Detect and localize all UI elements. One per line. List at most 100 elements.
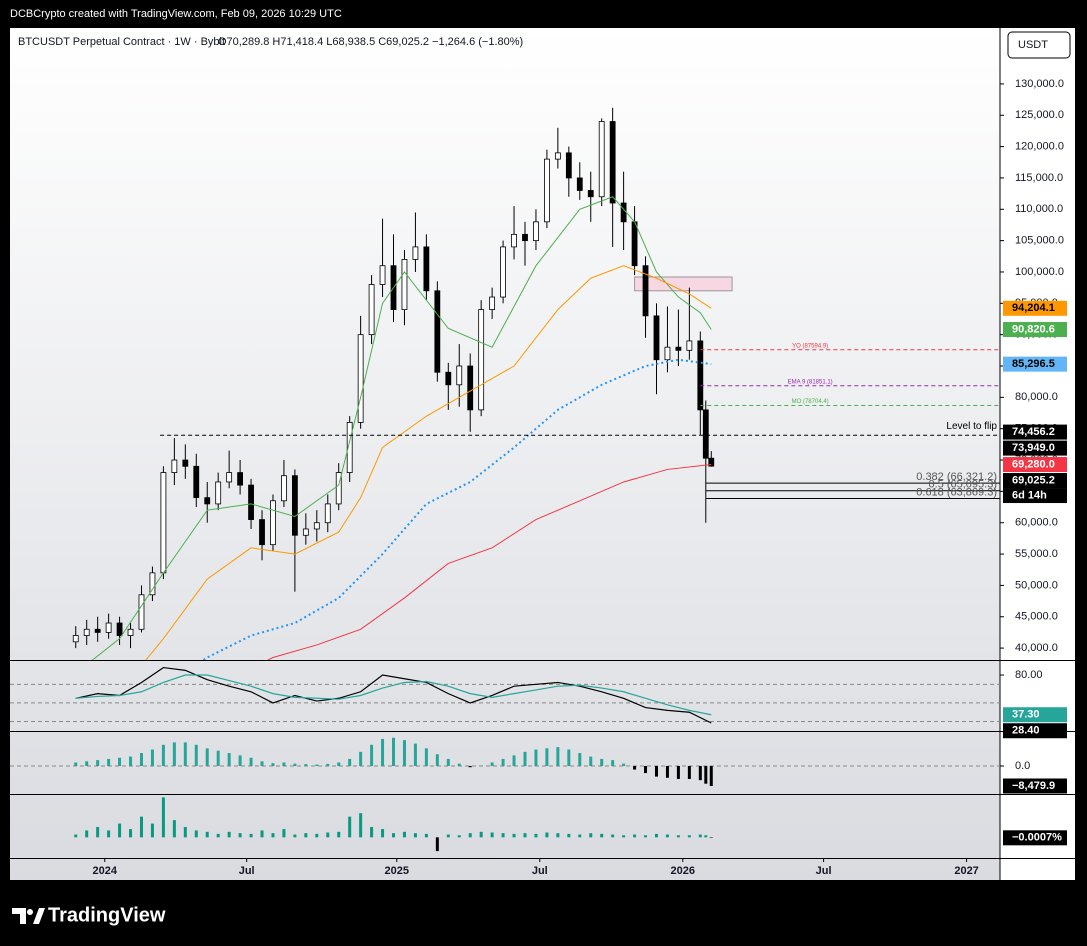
histogram-bar [392,737,396,767]
candle-body [83,628,90,636]
histogram-bar [282,762,286,767]
x-tick-label: Jul [532,865,548,877]
histogram-bar [704,835,708,838]
logo-icon [12,908,45,924]
histogram-bar [139,753,143,767]
candle-body [664,346,671,361]
candle-body [237,472,244,486]
candle-body [346,422,353,473]
level-label: Level to flip [946,421,997,432]
candle-body [708,457,715,467]
price-marker [1003,723,1067,739]
histogram-bar [424,748,428,767]
histogram-bar [644,766,648,774]
candle-body [215,481,222,505]
histogram-bar [468,833,472,838]
candle-body [500,246,506,298]
candle-body [324,503,331,524]
histogram-bar [479,765,483,767]
indicator-line [75,674,712,716]
ohlc: O70,289.8 H71,418.4 L68,938.5 C69,025.2 … [218,36,523,48]
candle-body [171,459,178,473]
price-marker [1003,778,1067,794]
candle-body [489,296,496,310]
histogram-bar [523,833,527,838]
candle-body [423,246,430,292]
price-marker [1003,440,1067,456]
price-marker-label: 74,456.2 [1012,426,1055,438]
histogram-bar [96,827,100,838]
histogram-bar [161,744,165,767]
histogram-bar [370,744,374,767]
candle-body [478,309,485,411]
histogram-bar [172,742,176,767]
histogram-bar [315,833,319,838]
candle-body [620,202,627,223]
histogram-bar [402,831,406,838]
histogram-bar [150,823,154,838]
logo-text: TradingView [48,904,166,926]
candle-body [412,246,419,260]
header: DCBCrypto created with TradingView.com, … [10,8,342,20]
x-tick-label: 2027 [954,865,978,877]
histogram-bar [501,833,505,838]
histogram-bar [633,766,637,770]
level-label: EMA 9 (81851.1) [788,379,833,385]
currency-button[interactable] [1007,31,1071,59]
histogram-bar [523,751,527,767]
candle-body [456,365,463,386]
price-marker [1003,300,1067,316]
countdown-label: 6d 14h [1012,489,1047,501]
histogram-bar [249,757,253,767]
candle-body [204,497,211,505]
histogram-bar [337,762,341,767]
histogram-bar [293,834,297,838]
histogram-bar [633,834,637,838]
histogram-bar [238,833,242,838]
histogram-bar [183,827,187,838]
histogram-bar [205,748,209,767]
histogram-bar [304,764,308,767]
candle-body [522,233,528,242]
candle-body [702,409,709,459]
histogram-bar [545,748,549,767]
histogram-bar [600,833,604,838]
histogram-bar [216,833,220,838]
histogram-bar [457,763,461,767]
histogram-bar [227,753,231,767]
y-tick-label: 130,000.0 [1015,78,1064,90]
candle-body [149,572,156,596]
moving-average [266,464,712,660]
histogram-bar [96,760,100,767]
candle-body [259,519,265,546]
candle-body [94,628,101,633]
histogram-bar [435,837,439,852]
y-tick-label: 115,000.0 [1015,172,1063,184]
candle-body [270,500,276,546]
histogram-bar [118,757,122,767]
histogram-bar [85,761,89,767]
price-marker [1003,707,1067,723]
histogram-bar [479,831,483,838]
histogram-bar [490,832,494,838]
histogram-bar [654,766,658,777]
histogram-bar [512,755,516,767]
histogram-bar [402,740,406,767]
candle-body [160,472,167,574]
price-marker [1003,356,1067,372]
histogram-bar [238,755,242,767]
y-tick-label: 40,000.0 [1015,642,1058,654]
histogram-bar [644,835,648,838]
indicator-line [75,666,712,724]
candle-body [598,121,605,198]
fib-label: 0.382 (66,321.2) [916,471,997,483]
histogram-bar [74,762,78,767]
candle-body [467,365,474,411]
candle-body [357,334,364,423]
candle-body [653,315,660,361]
symbol: BTCUSDT Perpetual Contract · 1W · Bybit [18,36,225,48]
candle-body [127,628,134,636]
histogram-bar [392,833,396,838]
y-tick-label: 55,000.0 [1015,548,1058,560]
